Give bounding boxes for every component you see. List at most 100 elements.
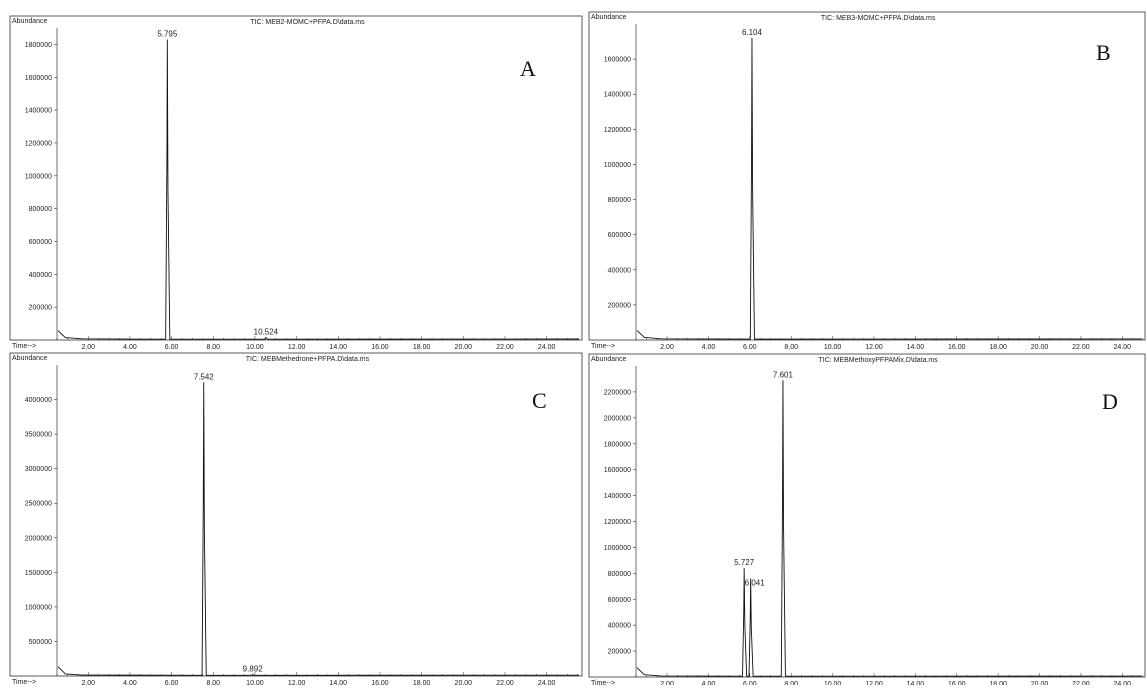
y-tick-label: 1200000 bbox=[604, 519, 631, 526]
y-tick-label: 600000 bbox=[608, 232, 631, 239]
y-tick-label: 1600000 bbox=[604, 467, 631, 474]
y-tick-label: 3000000 bbox=[25, 466, 52, 473]
y-tick-label: 2500000 bbox=[25, 501, 52, 508]
peak-label: 5.795 bbox=[157, 29, 178, 38]
x-tick-label: 12.00 bbox=[865, 681, 883, 685]
x-tick-label: 4.00 bbox=[123, 344, 137, 351]
x-tick-label: 6.00 bbox=[165, 680, 179, 685]
y-axis-label: Abundance bbox=[12, 18, 48, 25]
x-tick-label: 22.00 bbox=[1072, 344, 1090, 351]
x-tick-label: 16.00 bbox=[948, 344, 966, 351]
x-axis-label: Time--> bbox=[591, 343, 615, 350]
x-tick-label: 4.00 bbox=[123, 680, 137, 685]
x-tick-label: 6.00 bbox=[743, 681, 757, 685]
x-axis-label: Time--> bbox=[591, 680, 615, 685]
y-tick-label: 1000000 bbox=[604, 162, 631, 169]
y-tick-label: 800000 bbox=[608, 571, 631, 578]
y-tick-label: 1200000 bbox=[604, 127, 631, 134]
y-tick-label: 1800000 bbox=[604, 441, 631, 448]
y-tick-label: 2200000 bbox=[604, 389, 631, 396]
panel-frame bbox=[588, 11, 1146, 341]
y-tick-label: 1600000 bbox=[604, 57, 631, 64]
x-tick-label: 2.00 bbox=[81, 680, 95, 685]
chart-title: TIC: MEBMethedrone+PFPA.D\data.ms bbox=[246, 356, 370, 363]
x-tick-label: 18.00 bbox=[413, 680, 431, 685]
x-tick-label: 10.00 bbox=[246, 680, 264, 685]
panel-a: Abundance Time--> TIC: MEB2-MOMC+PFPA.D\da… bbox=[9, 15, 583, 351]
y-tick-label: 500000 bbox=[29, 639, 52, 646]
panel-letter: D bbox=[1102, 389, 1118, 414]
x-tick-label: 14.00 bbox=[330, 344, 348, 351]
x-axis-label: Time--> bbox=[12, 343, 36, 350]
panel-frame bbox=[9, 15, 583, 341]
y-tick-label: 600000 bbox=[29, 239, 52, 246]
x-tick-label: 16.00 bbox=[371, 344, 389, 351]
y-tick-label: 600000 bbox=[608, 597, 631, 604]
x-tick-label: 18.00 bbox=[989, 344, 1007, 351]
y-tick-label: 1800000 bbox=[25, 42, 52, 49]
panel-frame bbox=[9, 352, 583, 677]
y-tick-label: 1400000 bbox=[604, 493, 631, 500]
panel-frame bbox=[588, 353, 1146, 678]
x-tick-label: 16.00 bbox=[371, 680, 389, 685]
x-tick-label: 8.00 bbox=[206, 344, 220, 351]
x-tick-label: 24.00 bbox=[1114, 344, 1132, 351]
y-tick-label: 400000 bbox=[608, 623, 631, 630]
panel-d: Abundance Time--> TIC: MEBMethoxyPFPAMix.D… bbox=[588, 353, 1146, 688]
x-tick-label: 12.00 bbox=[288, 680, 306, 685]
x-tick-label: 22.00 bbox=[1072, 681, 1090, 685]
y-tick-label: 1000000 bbox=[604, 545, 631, 552]
x-tick-label: 22.00 bbox=[496, 344, 514, 351]
x-tick-label: 18.00 bbox=[989, 681, 1007, 685]
y-tick-label: 1400000 bbox=[604, 92, 631, 99]
x-tick-label: 20.00 bbox=[455, 680, 473, 685]
peak-label: 7.542 bbox=[194, 372, 215, 381]
panel-letter: A bbox=[520, 56, 536, 81]
x-tick-label: 12.00 bbox=[288, 344, 306, 351]
x-tick-label: 8.00 bbox=[206, 680, 220, 685]
x-tick-label: 10.00 bbox=[824, 344, 842, 351]
peak-label: 10.524 bbox=[254, 328, 279, 337]
x-tick-label: 14.00 bbox=[907, 681, 925, 685]
x-tick-label: 2.00 bbox=[660, 344, 674, 351]
panel-letter: B bbox=[1096, 40, 1111, 65]
x-tick-label: 2.00 bbox=[81, 344, 95, 351]
panel-b: Abundance Time--> TIC: MEB3-MOMC+PFPA.D\da… bbox=[588, 11, 1146, 351]
panel-letter: C bbox=[532, 388, 547, 413]
x-tick-label: 6.00 bbox=[743, 344, 757, 351]
y-tick-label: 2000000 bbox=[604, 415, 631, 422]
x-tick-label: 20.00 bbox=[1031, 344, 1049, 351]
peak-label: 6.104 bbox=[742, 28, 763, 37]
peak-label: 5.727 bbox=[734, 558, 755, 567]
x-tick-label: 2.00 bbox=[660, 681, 674, 685]
y-axis-label: Abundance bbox=[12, 355, 48, 362]
x-tick-label: 14.00 bbox=[330, 680, 348, 685]
panel-c: Abundance Time--> TIC: MEBMethedrone+PFPA.… bbox=[9, 352, 583, 687]
y-tick-label: 400000 bbox=[29, 272, 52, 279]
x-tick-label: 4.00 bbox=[702, 681, 716, 685]
tic-trace bbox=[636, 38, 1142, 340]
y-tick-label: 800000 bbox=[29, 206, 52, 213]
y-tick-label: 1200000 bbox=[25, 140, 52, 147]
y-tick-label: 1600000 bbox=[25, 75, 52, 82]
y-tick-label: 3500000 bbox=[25, 432, 52, 439]
x-tick-label: 12.00 bbox=[865, 344, 883, 351]
x-axis-label: Time--> bbox=[12, 679, 36, 685]
y-axis-label: Abundance bbox=[591, 14, 627, 21]
tic-trace bbox=[636, 380, 1142, 677]
x-tick-label: 24.00 bbox=[538, 344, 556, 351]
x-tick-label: 16.00 bbox=[948, 681, 966, 685]
tic-trace bbox=[57, 39, 579, 340]
chart-title: TIC: MEBMethoxyPFPAMix.D\data.ms bbox=[818, 357, 938, 364]
y-tick-label: 1000000 bbox=[25, 173, 52, 180]
y-tick-label: 200000 bbox=[29, 305, 52, 312]
y-tick-label: 400000 bbox=[608, 267, 631, 274]
peak-label: 9.892 bbox=[243, 664, 264, 673]
chart-title: TIC: MEB2-MOMC+PFPA.D\data.ms bbox=[250, 19, 365, 26]
x-tick-label: 8.00 bbox=[784, 344, 798, 351]
y-axis-label: Abundance bbox=[591, 356, 627, 363]
x-tick-label: 14.00 bbox=[907, 344, 925, 351]
x-tick-label: 6.00 bbox=[165, 344, 179, 351]
